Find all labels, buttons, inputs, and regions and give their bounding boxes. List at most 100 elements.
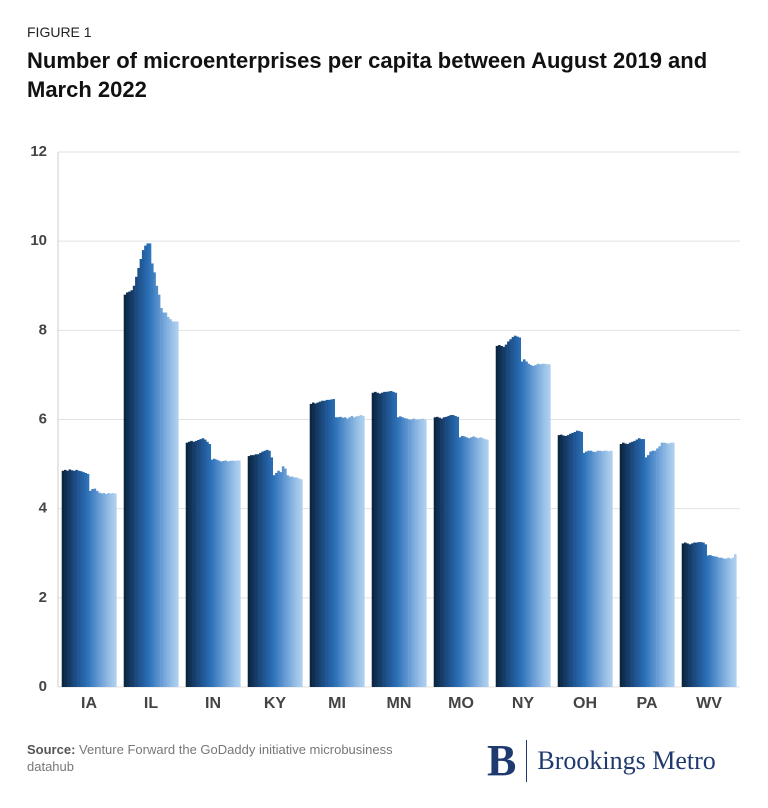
bar [321,400,324,687]
bar [157,294,161,687]
bar [573,431,577,687]
bar [144,245,147,687]
bar [334,417,338,687]
bar [219,461,223,687]
bar [463,436,466,687]
bar [688,544,692,687]
bar [383,391,386,687]
bar [104,493,108,687]
bar [649,451,652,687]
bar [681,543,685,687]
bar [500,345,503,687]
bar [683,542,687,687]
bar [607,451,611,687]
bar [408,419,411,687]
bar [640,439,643,687]
bar [176,321,179,687]
bar [252,455,255,687]
bar [665,443,668,687]
bar [355,416,358,687]
bar [438,417,441,687]
bar [235,460,239,687]
bar [166,316,170,687]
x-tick-label: IL [144,695,158,712]
bar [396,417,400,687]
bar [421,418,425,687]
x-tick-label: IA [81,695,97,712]
bar [693,542,696,687]
bar [591,451,595,687]
bar [442,417,446,687]
bar [653,450,657,687]
bar [702,542,705,687]
bar [472,436,475,687]
bar [523,359,526,687]
bar [470,437,473,687]
bar [419,419,423,687]
bar [265,449,269,687]
bar [569,433,572,687]
bar [263,450,267,687]
bar [187,441,191,687]
bar [619,444,623,687]
bar [600,451,604,687]
bar [293,477,296,687]
bar [192,441,196,687]
bar [155,285,159,687]
bar [610,450,613,687]
bar [279,472,283,687]
bar [222,460,225,687]
bar [238,460,241,687]
bar [132,285,136,687]
bar [385,391,388,687]
y-tick-label: 10 [30,232,47,249]
bar [686,543,689,687]
bar [91,489,94,687]
bar [571,432,574,687]
bar [194,440,198,687]
bar [332,398,336,687]
bar [259,452,262,687]
bar [578,431,581,687]
bar [424,419,427,687]
source-label: Source: [27,742,76,757]
bar [720,557,723,687]
x-tick-label: IN [205,695,221,712]
bar [164,312,168,687]
bar [467,438,471,687]
bar [84,473,88,687]
bar [631,441,634,687]
logo-mark: B [487,739,528,783]
bar [275,473,278,687]
bar [203,439,207,687]
bar [311,402,315,687]
bar [559,434,563,687]
bar [378,393,382,687]
bar [647,455,650,687]
bar [95,490,99,687]
bar [309,403,313,687]
bar [405,418,409,687]
bar [695,542,698,687]
bar [672,442,675,687]
bar [89,490,92,687]
bar [352,417,356,687]
bar [371,392,375,687]
bar [314,403,317,687]
bar [376,392,379,687]
bar [171,321,175,687]
bar [272,475,276,687]
bar [213,458,216,687]
bar [502,346,506,687]
bar [447,415,450,687]
bar [197,440,200,687]
bar [114,493,117,687]
bar [564,435,568,687]
bar [217,460,221,687]
bar [557,435,561,687]
bar [93,488,97,687]
bar [603,450,606,687]
bar [667,443,671,687]
bar [102,493,106,687]
bar [727,557,730,687]
